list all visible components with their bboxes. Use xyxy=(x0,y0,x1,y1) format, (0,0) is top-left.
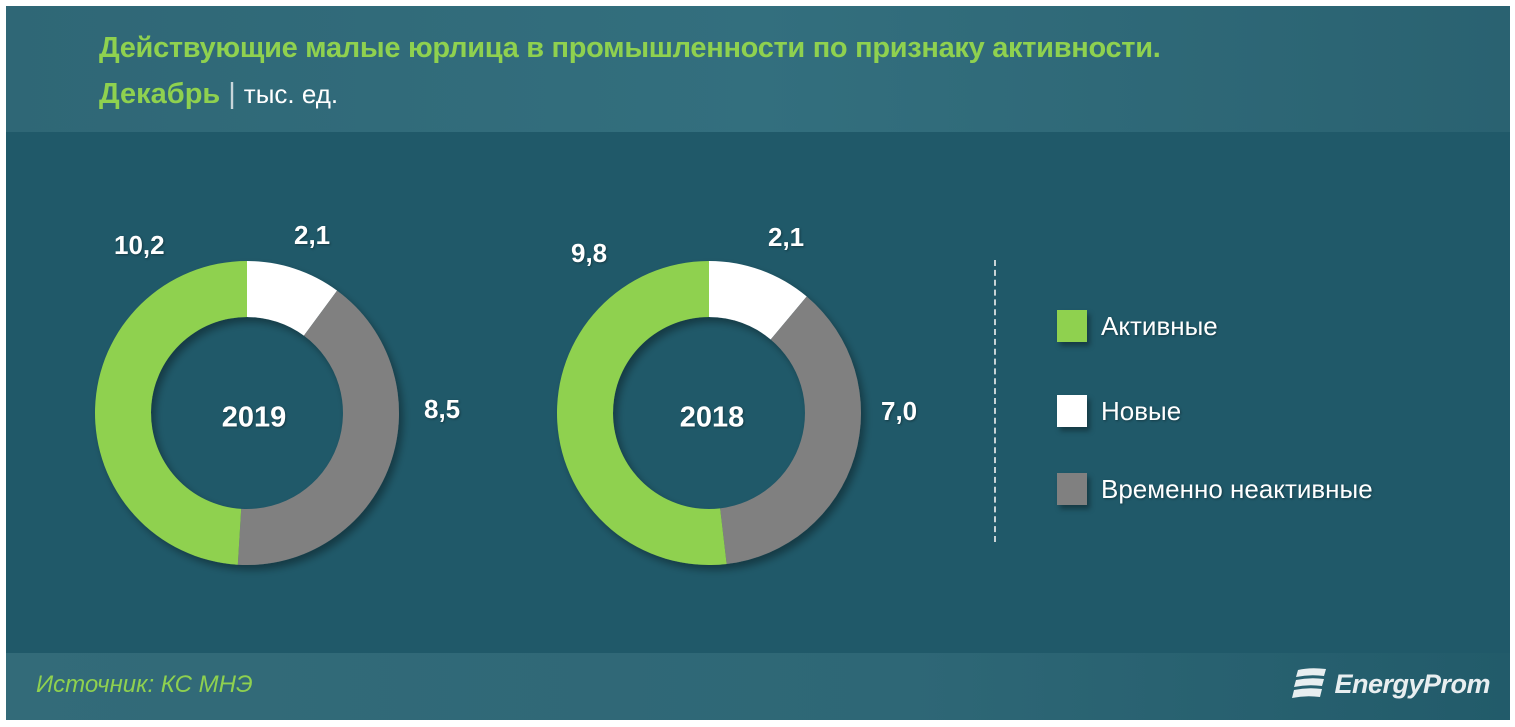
brand-name: EnergyProm xyxy=(1334,668,1490,699)
footer: Источник: КС МНЭ EnergyProm xyxy=(6,653,1510,720)
value-label-active-2018: 9,8 xyxy=(571,238,608,268)
brand-logo: EnergyProm xyxy=(1292,667,1490,701)
legend-item-new: Новые xyxy=(1057,395,1181,427)
year-label-2018: 2018 xyxy=(679,401,745,434)
chart-area: 10,2 2,1 8,5 2019 9,8 2,1 7,0 2018 Актив… xyxy=(6,132,1510,653)
chart-subtitle: Декабрь | тыс. ед. xyxy=(99,78,338,111)
value-label-new-2018: 2,1 xyxy=(768,222,805,252)
legend-item-active: Активные xyxy=(1057,310,1218,342)
donut-chart-2019 xyxy=(94,261,400,570)
chart-title: Действующие малые юрлица в промышленност… xyxy=(99,32,1161,64)
year-label-2019: 2019 xyxy=(221,401,287,434)
legend-swatch-active xyxy=(1057,310,1087,342)
energyprom-logo-icon xyxy=(1292,668,1327,698)
legend-label: Активные xyxy=(1101,310,1218,341)
value-label-inactive-2019: 8,5 xyxy=(424,394,461,424)
period-label: Декабрь xyxy=(99,78,221,110)
unit-label: тыс. ед. xyxy=(243,79,339,109)
value-label-active-2019: 10,2 xyxy=(114,230,165,260)
value-label-inactive-2018: 7,0 xyxy=(881,396,918,426)
separator: | xyxy=(228,78,236,110)
legend-label: Временно неактивные xyxy=(1101,473,1373,504)
legend-label: Новые xyxy=(1101,395,1182,426)
legend-divider xyxy=(994,260,996,542)
source-note: Источник: КС МНЭ xyxy=(36,671,253,698)
chart-frame: Действующие малые юрлица в промышленност… xyxy=(6,6,1510,720)
legend-swatch-inactive xyxy=(1057,473,1087,505)
legend-item-inactive: Временно неактивные xyxy=(1057,473,1373,505)
legend-swatch-new xyxy=(1057,395,1087,427)
donut-chart-2018 xyxy=(556,261,861,570)
header: Действующие малые юрлица в промышленност… xyxy=(6,6,1510,132)
value-label-new-2019: 2,1 xyxy=(294,220,331,250)
